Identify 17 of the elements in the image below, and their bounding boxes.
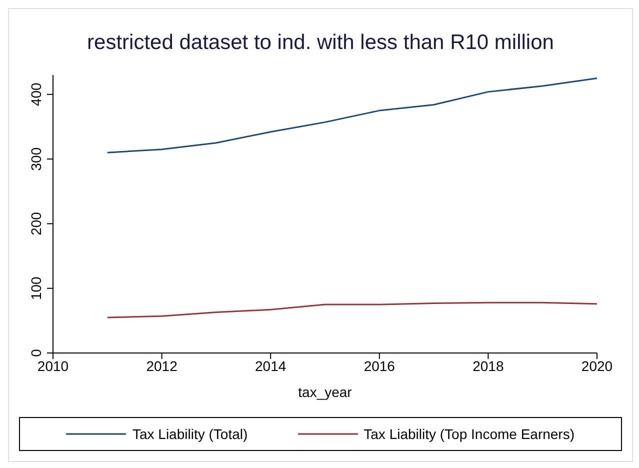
y-tick-label: 100 (28, 276, 44, 300)
x-tick-label: 2020 (581, 358, 613, 374)
line-series (106, 302, 597, 318)
y-tick-label: 0 (28, 348, 44, 357)
y-tick-label: 200 (28, 212, 44, 236)
x-tick-label: 2012 (146, 358, 178, 374)
line-series (106, 77, 597, 154)
x-axis-title: tax_year (298, 384, 352, 400)
x-tick-label: 2018 (472, 358, 504, 374)
y-tick-label: 300 (28, 147, 44, 171)
x-tick-label: 2014 (255, 358, 286, 374)
y-tick-label: 400 (28, 82, 44, 106)
chart-title: restricted dataset to ind. with less than R10 million (86, 30, 555, 55)
legend-label: Tax Liability (Total) (131, 426, 248, 442)
x-tick-label: 2010 (37, 358, 69, 374)
legend-label: Tax Liability (Top Income Earners) (362, 426, 575, 442)
x-tick-label: 2016 (364, 358, 396, 374)
